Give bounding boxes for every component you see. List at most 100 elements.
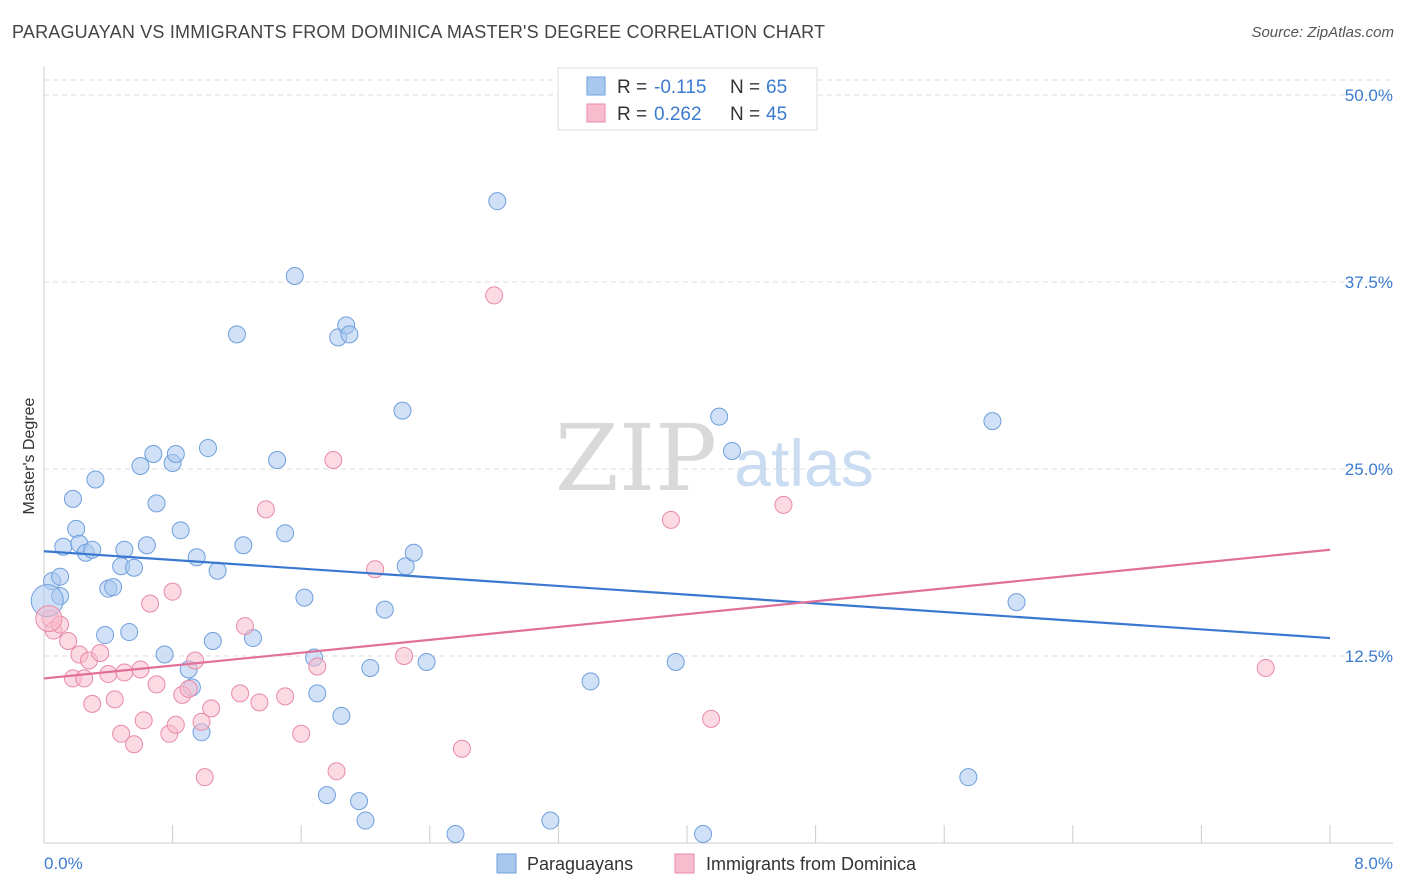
dominica-point [91,643,110,662]
watermark: ZIP atlas [555,405,874,512]
paraguayan-point [67,519,86,538]
paraguayan-point [104,578,123,597]
dominica-point [661,510,680,529]
dominica-point [166,715,185,734]
paraguayan-point [983,412,1002,431]
paraguayan-point [86,470,105,489]
paraguayan-point [1007,593,1026,612]
dominica-point [395,646,414,665]
dominica-point [292,724,311,743]
legend-n-label-1: N = [730,77,760,98]
dominica-point [324,451,343,470]
dominica-point [366,560,385,579]
chart-title: PARAGUAYAN VS IMMIGRANTS FROM DOMINICA M… [12,22,826,42]
paraguayan-point [120,623,139,642]
paraguayan-point [144,445,163,464]
paraguayan-point [308,684,327,703]
dominica-point [112,724,131,743]
dominica-point [485,286,504,305]
paraguayan-point [166,445,185,464]
paraguayan-point [723,442,742,461]
legend-swatch-blue [586,76,606,96]
paraguayan-point [959,768,978,787]
paraguayan-point [541,811,560,830]
dominica-point [256,500,275,519]
legend-r-label-1: R = [617,77,647,98]
paraguayan-point [350,792,369,811]
paraguayan-point [234,536,253,555]
dominica-trend-line [43,548,1331,680]
y-tick-label: 25.0% [1345,460,1393,479]
dominica-point [163,582,182,601]
dominica-point [179,679,198,698]
bottom-legend-label-1: Paraguayans [527,854,633,874]
paraguayan-point [581,672,600,691]
paraguayan-point [131,456,150,475]
bottom-legend-label-2: Immigrants from Dominica [706,854,917,874]
dominica-point-large [35,605,63,633]
gridlines [44,79,1393,657]
dominica-point [702,709,721,728]
x-tick-label-min: 0.0% [44,854,83,873]
paraguayan-point [208,561,227,580]
paraguayan-point [137,536,156,555]
paraguayan-point [666,652,685,671]
trend-lines [43,548,1331,680]
paraguayan-point [171,521,190,540]
paraguayan-point [187,548,206,567]
bottom-legend-swatch-pink [674,853,695,874]
dominica-point [308,657,327,676]
paraguayan-point [361,658,380,677]
paraguayan-point [155,645,174,664]
legend-n-value-2: 45 [766,104,787,125]
paraguayan-point [488,192,507,211]
dominica-point [202,699,221,718]
dominica-point [231,684,250,703]
dominica-point [774,495,793,514]
dominica-point [59,632,78,651]
axes [43,66,1393,844]
dominica-point [99,664,118,683]
paraguayan-point [446,825,465,844]
paraguayan-point [417,652,436,671]
dominica-point [134,711,153,730]
dominica-point [115,663,134,682]
paraguayan-point [332,706,351,725]
dominica-point [83,694,102,713]
paraguayan-point [63,489,82,508]
dominica-point [250,693,269,712]
dominica-point [195,768,214,787]
dominica-point [452,739,471,758]
paraguayan-point [203,632,222,651]
paraguayan-point [356,811,375,830]
legend-r-label-2: R = [617,104,647,125]
paraguayan-point [227,325,246,344]
dominica-point [327,762,346,781]
paraguayan-point [694,825,713,844]
legend-r-value-2: 0.262 [654,104,702,125]
data-points [30,192,1275,844]
tick-labels: 12.5% 25.0% 37.5% 50.0% 0.0% 8.0% [44,86,1393,873]
paraguayan-point [285,266,304,285]
paraguayan-point [710,407,729,426]
y-tick-label: 50.0% [1345,86,1393,105]
paraguayan-point [375,600,394,619]
legend-n-label-2: N = [730,104,760,125]
y-tick-label: 12.5% [1345,647,1393,666]
dominica-point [276,687,295,706]
paraguayan-point [115,540,134,559]
dominica-point [1256,658,1275,677]
paraguayan-point [404,543,423,562]
source-label: Source: ZipAtlas.com [1251,24,1394,41]
dominica-point [75,669,94,688]
legend-r-value-1: -0.115 [654,77,706,98]
watermark-zip: ZIP [555,405,717,512]
paraguayan-point [317,786,336,805]
paraguayan-trend-line [43,550,1331,640]
paraguayan-point [198,439,217,458]
legend-n-value-1: 65 [766,77,787,98]
watermark-atlas: atlas [734,426,873,500]
paraguayan-point [276,524,295,543]
paraguayan-point [96,626,115,645]
